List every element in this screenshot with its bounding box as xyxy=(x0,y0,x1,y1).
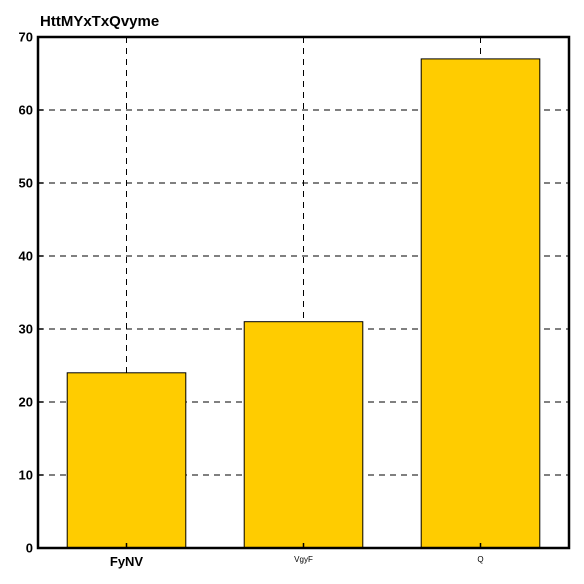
y-tick-label: 60 xyxy=(19,103,33,118)
bar-fynv xyxy=(66,372,187,549)
y-tick-label: 0 xyxy=(26,541,33,556)
y-tick-label: 40 xyxy=(19,249,33,264)
chart-title: HttMYxTxQvyme xyxy=(40,13,159,30)
x-tick-label: VgyF xyxy=(294,555,313,564)
x-axis-ticks: FyNV VgyF Q xyxy=(110,543,484,569)
y-tick-label: 70 xyxy=(19,30,33,45)
y-tick-label: 30 xyxy=(19,322,33,337)
x-tick-label: FyNV xyxy=(110,554,144,569)
bars xyxy=(66,58,541,549)
bar-q xyxy=(420,58,541,549)
y-tick-label: 50 xyxy=(19,176,33,191)
y-axis-ticks: 0 10 20 30 40 50 60 70 xyxy=(19,30,43,556)
bar-vgyf xyxy=(243,321,364,549)
y-tick-label: 10 xyxy=(19,468,33,483)
y-tick-label: 20 xyxy=(19,395,33,410)
x-tick-label: Q xyxy=(477,555,483,564)
